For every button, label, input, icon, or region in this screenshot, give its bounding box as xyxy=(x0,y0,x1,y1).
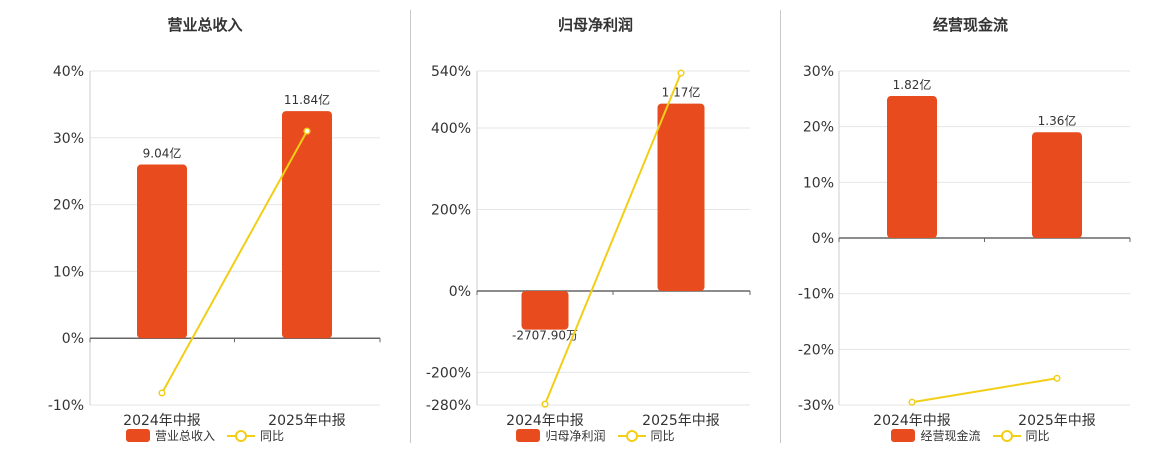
line-series xyxy=(161,130,308,394)
y-tick-label: 200% xyxy=(431,202,471,218)
y-tick-label: -10% xyxy=(48,398,84,414)
bar xyxy=(657,103,705,291)
x-tick-label: 2024年中报 xyxy=(123,413,201,429)
y-tick-label: -10% xyxy=(798,287,834,303)
legend-item-bar[interactable]: 归母净利润 xyxy=(516,427,606,444)
line-point xyxy=(677,69,685,77)
legend-line-label: 同比 xyxy=(650,429,675,443)
y-tick-label: 10% xyxy=(803,175,834,191)
legend-bar-swatch xyxy=(891,429,916,442)
net-profit-chart: 540% 400% 200% 0% -200% -280% -2707.90万 1.17亿 20… xyxy=(426,64,751,429)
net-profit-chart-panel: 归母净利润 540% 400% 200% 0% -200% -280% -2707.90万 1… xyxy=(411,0,780,450)
y-tick-label: 30% xyxy=(803,64,834,80)
bar-data-label: 9.04亿 xyxy=(143,146,182,161)
legend-line-swatch xyxy=(227,429,255,442)
legend-item-line[interactable]: 同比 xyxy=(617,427,675,444)
y-tick-label: -30% xyxy=(798,398,834,414)
legend-line-label: 同比 xyxy=(260,429,285,443)
legend-line-swatch xyxy=(617,429,646,442)
bar-data-label: 1.36亿 xyxy=(1038,113,1077,128)
x-tick-label: 2024年中报 xyxy=(506,413,584,429)
line-series xyxy=(544,72,682,405)
bar-data-label: 1.17亿 xyxy=(662,85,701,100)
cash-flow-chart-panel: 经营现金流 30% 20% 10% 0% -10% -20% -30% 1.82亿 1.36亿 2… xyxy=(781,0,1160,450)
x-tick-label: 2025年中报 xyxy=(1018,413,1096,429)
line-point xyxy=(908,398,916,406)
legend-item-bar[interactable]: 经营现金流 xyxy=(891,427,981,444)
bar-data-label: 1.82亿 xyxy=(893,77,932,92)
legend-bar-swatch xyxy=(516,429,541,442)
panel-divider xyxy=(780,10,781,443)
legend-line-label: 同比 xyxy=(1025,429,1050,443)
y-tick-label: 30% xyxy=(53,131,84,147)
y-tick-label: 0% xyxy=(812,231,834,247)
y-tick-label: -20% xyxy=(798,342,834,358)
bar xyxy=(1032,132,1082,238)
y-tick-label: 0% xyxy=(62,331,84,347)
y-tick-label: 20% xyxy=(803,120,834,136)
y-tick-label: 400% xyxy=(431,121,471,137)
line-point xyxy=(541,400,549,408)
x-tick-label: 2024年中报 xyxy=(873,413,951,429)
revenue-chart-panel: 营业总收入 40% 30% 20% 10% 0% -10% 9.04亿 11.84亿 2024年… xyxy=(0,0,410,450)
chart-title: 营业总收入 xyxy=(167,16,243,34)
legend-bar-swatch xyxy=(125,429,150,442)
y-tick-label: -200% xyxy=(426,365,471,381)
y-tick-label: -280% xyxy=(426,398,471,414)
bar xyxy=(521,290,569,330)
legend-bar-label: 营业总收入 xyxy=(154,429,215,443)
line-point xyxy=(303,127,311,135)
chart-title: 经营现金流 xyxy=(932,16,1008,34)
y-tick-label: 40% xyxy=(53,64,84,80)
legend-item-bar[interactable]: 营业总收入 xyxy=(125,427,215,444)
legend-item-line[interactable]: 同比 xyxy=(227,427,284,444)
y-tick-label: 540% xyxy=(431,64,471,80)
line-point xyxy=(1053,374,1061,382)
chart-legend: 归母净利润 同比 xyxy=(411,427,780,444)
legend-item-line[interactable]: 同比 xyxy=(992,427,1050,444)
cash-flow-chart: 30% 20% 10% 0% -10% -20% -30% 1.82亿 1.36亿 2024年中报… xyxy=(798,64,1131,429)
bar xyxy=(282,111,332,339)
y-tick-label: 20% xyxy=(53,198,84,214)
chart-legend: 营业总收入 同比 xyxy=(0,427,410,444)
bar-data-label: 11.84亿 xyxy=(284,92,330,107)
chart-legend: 经营现金流 同比 xyxy=(781,427,1160,444)
line-series xyxy=(911,377,1058,404)
y-tick-label: 0% xyxy=(449,284,471,300)
legend-bar-label: 经营现金流 xyxy=(920,429,981,443)
bar xyxy=(137,164,187,339)
y-tick-label: 10% xyxy=(53,264,84,280)
bar-data-label: -2707.90万 xyxy=(512,329,578,343)
chart-title: 归母净利润 xyxy=(557,16,633,34)
legend-bar-label: 归母净利润 xyxy=(545,429,606,443)
bar xyxy=(887,96,937,238)
panel-divider xyxy=(410,10,411,443)
revenue-chart: 40% 30% 20% 10% 0% -10% 9.04亿 11.84亿 2024年中报 2025… xyxy=(48,64,381,429)
line-point xyxy=(158,389,166,397)
x-tick-label: 2025年中报 xyxy=(642,413,720,429)
legend-line-swatch xyxy=(992,429,1021,442)
x-tick-label: 2025年中报 xyxy=(268,413,346,429)
